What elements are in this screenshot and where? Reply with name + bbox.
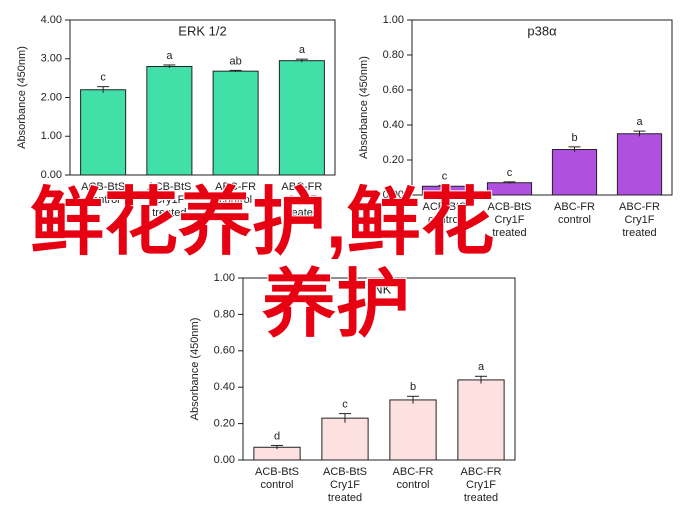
chart-title: JNK (367, 281, 392, 296)
bar (278, 60, 325, 176)
x-tick-label: ACB-BtS (81, 181, 125, 193)
y-tick-label: 4.00 (41, 14, 62, 26)
y-tick-label: 2.00 (41, 91, 62, 103)
y-tick-label: 0.60 (214, 345, 235, 357)
bar (212, 70, 259, 176)
bar (253, 446, 301, 461)
x-tick-label: treated (152, 207, 186, 219)
x-tick-label: ACB-BtS (323, 466, 367, 478)
y-tick-label: 0.40 (214, 381, 235, 393)
value-label: c (100, 72, 106, 84)
value-label: d (274, 430, 280, 442)
plot-frame (411, 19, 673, 196)
y-tick-label: 0.20 (383, 154, 404, 166)
value-label: c (507, 167, 513, 179)
x-tick-label: treated (328, 492, 362, 504)
value-label: a (636, 116, 643, 128)
value-label: c (442, 170, 448, 182)
x-tick-label: ABC-FR (393, 466, 434, 478)
value-label: ab (230, 55, 242, 67)
value-label: c (342, 398, 348, 410)
x-tick-label: treated (285, 207, 319, 219)
bar (551, 149, 598, 196)
x-tick-label: Cry1F (625, 214, 655, 226)
x-tick-label: Cry1F (495, 214, 525, 226)
x-tick-label: control (260, 479, 293, 491)
x-tick-label: ACB-BtS (487, 201, 531, 213)
x-tick-label: control (219, 194, 252, 206)
watermark: 鲜花养护,鲜花 (30, 181, 495, 264)
x-tick-label: Cry1F (287, 194, 317, 206)
bar (321, 417, 369, 461)
y-axis-label: Absorbance (450nm) (358, 56, 370, 159)
bar (146, 66, 193, 176)
chart-title: ERK 1/2 (178, 23, 226, 38)
y-tick-label: 0.00 (383, 189, 404, 201)
y-tick-label: 1.00 (214, 272, 235, 284)
y-tick-label: 1.00 (41, 130, 62, 142)
x-tick-label: ABC-FR (554, 201, 595, 213)
x-tick-label: ABC-FR (215, 181, 256, 193)
x-tick-label: control (396, 479, 429, 491)
bar (616, 133, 663, 196)
value-label: a (166, 50, 173, 62)
bar (80, 89, 127, 176)
y-tick-label: 0.00 (41, 169, 62, 181)
x-tick-label: ACB-BtS (255, 466, 299, 478)
y-tick-label: 0.20 (214, 418, 235, 430)
x-tick-label: treated (464, 492, 498, 504)
watermark: 养护 (262, 263, 410, 346)
value-label: a (299, 44, 306, 56)
charts: ERK 1/2 Absorbance (450nm) 0.00 1.00 2.00 3.0… (16, 14, 673, 504)
y-tick-label: 0.60 (383, 84, 404, 96)
x-tick-label: treated (622, 227, 656, 239)
plot-frame (242, 277, 516, 461)
value-label: b (410, 381, 416, 393)
y-tick-label: 0.80 (214, 308, 235, 320)
y-axis-label: Absorbance (450nm) (189, 318, 201, 421)
bar (457, 379, 505, 461)
y-tick-label: 3.00 (41, 53, 62, 65)
plot-frame (69, 19, 336, 176)
x-tick-label: ACB-BtS (422, 201, 466, 213)
y-tick-label: 0.40 (383, 119, 404, 131)
bar (389, 399, 437, 461)
x-tick-label: control (87, 194, 120, 206)
value-label: b (571, 132, 577, 144)
x-tick-label: ABC-FR (619, 201, 660, 213)
x-tick-label: ABC-FR (461, 466, 502, 478)
x-tick-label: ACB-BtS (147, 181, 191, 193)
value-label: a (478, 361, 485, 373)
y-tick-label: 0.00 (214, 454, 235, 466)
x-tick-label: control (558, 214, 591, 226)
x-tick-label: treated (492, 227, 526, 239)
x-tick-label: Cry1F (154, 194, 184, 206)
y-axis-label: Absorbance (450nm) (16, 46, 28, 149)
x-tick-label: Cry1F (330, 479, 360, 491)
y-tick-label: 1.00 (383, 14, 404, 26)
y-tick-label: 0.80 (383, 49, 404, 61)
x-tick-label: ABC-FR (281, 181, 322, 193)
chart-title: p38α (527, 23, 557, 38)
x-tick-label: control (428, 214, 461, 226)
x-tick-label: Cry1F (466, 479, 496, 491)
